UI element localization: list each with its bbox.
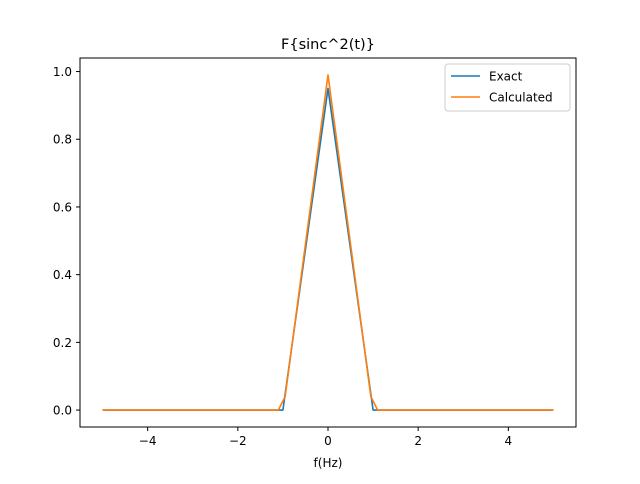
legend: Exact Calculated	[444, 63, 571, 112]
series-layer	[102, 74, 554, 411]
y-tick-label: 1.0	[53, 65, 72, 79]
y-tick-label: 0.4	[53, 268, 72, 282]
x-tick-label: −2	[229, 434, 247, 448]
axes-frame	[79, 57, 577, 428]
x-tick-label: 2	[414, 434, 422, 448]
series-line-calculated	[102, 74, 554, 411]
x-tick-label: −4	[139, 434, 157, 448]
y-tick-label: 0.8	[53, 133, 72, 147]
y-tick-label: 0.0	[53, 404, 72, 418]
x-tick-label: 4	[505, 434, 513, 448]
legend-label-calculated: Calculated	[489, 91, 553, 105]
y-tick-label: 0.6	[53, 200, 72, 214]
x-tick-label: 0	[324, 434, 332, 448]
y-tick-label: 0.2	[53, 336, 72, 350]
x-axis-label: f(Hz)	[314, 456, 343, 470]
x-ticks: −4 −2 0 2 4	[139, 427, 512, 448]
legend-label-exact: Exact	[489, 70, 523, 84]
chart-title: F{sinc^2(t)}	[281, 37, 375, 53]
series-line-exact	[102, 87, 554, 411]
y-ticks: 0.0 0.2 0.4 0.6 0.8 1.0	[53, 65, 80, 418]
